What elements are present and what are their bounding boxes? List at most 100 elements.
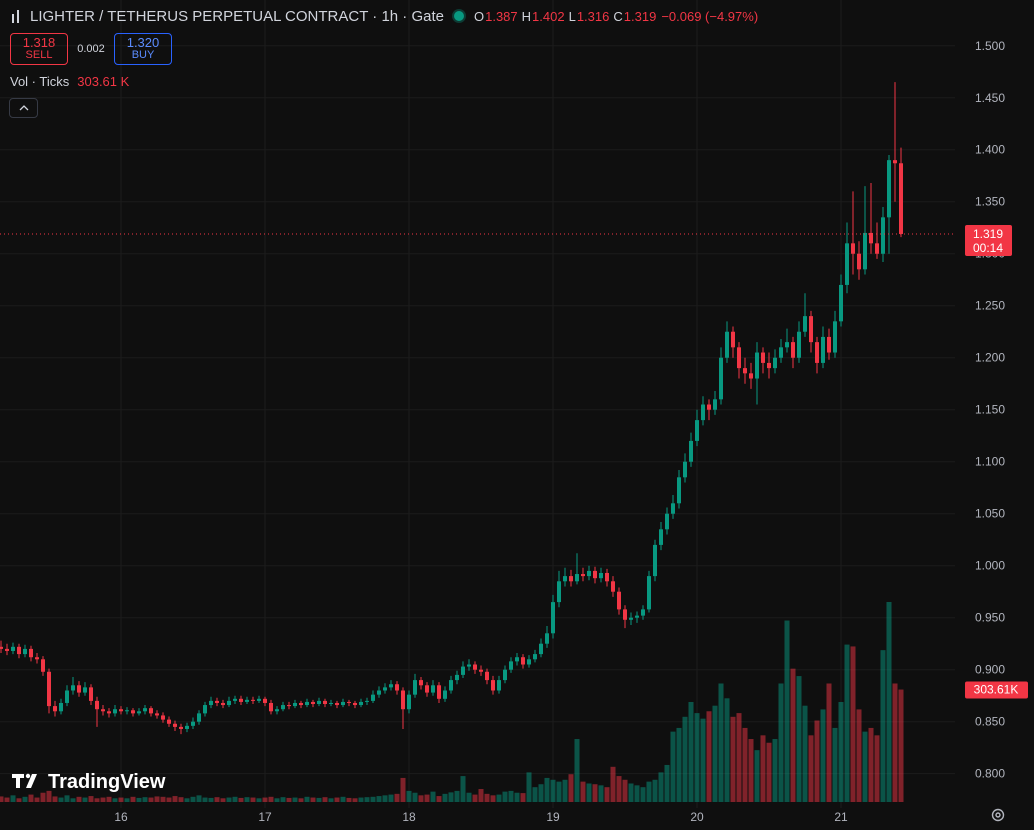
candle-body bbox=[605, 572, 609, 582]
volume-bar bbox=[34, 797, 40, 802]
volume-bar bbox=[82, 797, 88, 802]
candle-body bbox=[89, 687, 93, 701]
volume-bar bbox=[106, 796, 112, 802]
candle-body bbox=[887, 160, 891, 218]
volume-bar bbox=[652, 779, 658, 802]
buy-button[interactable]: 1.320 BUY bbox=[114, 33, 172, 65]
sell-price: 1.318 bbox=[22, 35, 56, 50]
candle-body bbox=[83, 687, 87, 693]
volume-bar bbox=[778, 683, 784, 802]
volume-bar bbox=[202, 797, 208, 802]
candle-body bbox=[191, 721, 195, 726]
candle-body bbox=[431, 685, 435, 693]
candle-body bbox=[311, 701, 315, 705]
candle-body bbox=[113, 709, 117, 714]
volume-bar bbox=[244, 797, 250, 802]
candle-body bbox=[869, 232, 873, 244]
candle-body bbox=[443, 690, 447, 699]
volume-bar bbox=[568, 774, 574, 802]
volume-bar bbox=[610, 766, 616, 802]
volume-bar bbox=[280, 797, 286, 802]
candle-body bbox=[509, 661, 513, 670]
volume-bar bbox=[556, 781, 562, 802]
candle-body bbox=[95, 700, 99, 710]
y-tick-label: 1.350 bbox=[975, 195, 1005, 209]
volume-bar bbox=[190, 796, 196, 802]
collapse-button[interactable] bbox=[9, 98, 38, 118]
candle-body bbox=[239, 698, 243, 702]
candle-body bbox=[899, 163, 903, 234]
candle-body bbox=[815, 342, 819, 363]
symbol-icon bbox=[12, 10, 19, 23]
candle-body bbox=[5, 648, 9, 651]
volume-bar bbox=[676, 727, 682, 802]
volume-bar bbox=[856, 709, 862, 802]
volume-bar bbox=[478, 789, 484, 802]
ohlc-legend: O 1.387 H 1.402 L 1.316 C 1.319 bbox=[470, 9, 656, 24]
volume-bar bbox=[94, 798, 100, 802]
candle-body bbox=[773, 357, 777, 369]
candle-body bbox=[59, 702, 63, 712]
volume-bar bbox=[802, 705, 808, 802]
volume-bar bbox=[520, 793, 526, 802]
sell-label: SELL bbox=[25, 49, 53, 61]
y-tick-label: 1.150 bbox=[975, 403, 1005, 417]
volume-bar bbox=[70, 798, 76, 802]
candle-body bbox=[461, 666, 465, 675]
y-tick-label: 0.900 bbox=[975, 663, 1005, 677]
volume-bar bbox=[700, 718, 706, 802]
candle-body bbox=[203, 705, 207, 714]
volume-bar bbox=[364, 797, 370, 802]
candle-body bbox=[545, 633, 549, 644]
volume-legend: Vol · Ticks 303.61 K bbox=[10, 74, 129, 89]
candle-body bbox=[269, 702, 273, 712]
volume-bar bbox=[724, 698, 730, 802]
candle-body bbox=[575, 574, 579, 582]
candle-body bbox=[287, 705, 291, 707]
candle-body bbox=[383, 687, 387, 691]
volume-bar bbox=[634, 785, 640, 802]
volume-bar bbox=[670, 731, 676, 802]
volume-bar bbox=[52, 796, 58, 802]
volume-bar bbox=[604, 787, 610, 802]
candle-body bbox=[167, 719, 171, 724]
settings-icon[interactable] bbox=[991, 808, 1005, 822]
candle-body bbox=[593, 570, 597, 579]
volume-bar bbox=[232, 796, 238, 802]
candle-body bbox=[761, 352, 765, 363]
candle-body bbox=[695, 420, 699, 441]
volume-bar bbox=[448, 792, 454, 802]
volume-bar bbox=[730, 716, 736, 802]
change: −0.069 (−4.97%) bbox=[661, 8, 759, 24]
volume-bar bbox=[574, 739, 580, 802]
candle-body bbox=[623, 609, 627, 620]
volume-bar bbox=[586, 783, 592, 802]
volume-bar bbox=[814, 720, 820, 802]
legend-value: 1.402 bbox=[532, 8, 565, 24]
volume-bar bbox=[682, 716, 688, 802]
candle-body bbox=[419, 680, 423, 686]
candle-body bbox=[347, 701, 351, 703]
volume-bar bbox=[832, 727, 838, 802]
volume-bar bbox=[130, 796, 136, 802]
candle-body bbox=[581, 574, 585, 577]
volume-bar bbox=[442, 793, 448, 802]
candle-body bbox=[257, 698, 261, 701]
volume-bar bbox=[844, 644, 850, 802]
volume-bar bbox=[178, 797, 184, 802]
candle-body bbox=[449, 680, 453, 691]
candle-body bbox=[539, 643, 543, 655]
candle-body bbox=[677, 477, 681, 504]
sell-button[interactable]: 1.318 SELL bbox=[10, 33, 68, 65]
volume-bar bbox=[412, 792, 418, 802]
volume-bar bbox=[10, 795, 16, 802]
volume-bar bbox=[184, 798, 190, 802]
y-tick-label: 1.200 bbox=[975, 351, 1005, 365]
candle-body bbox=[611, 581, 615, 592]
candle-body bbox=[77, 685, 81, 693]
candle-body bbox=[455, 674, 459, 681]
candle-body bbox=[137, 711, 141, 714]
candle-body bbox=[569, 576, 573, 582]
